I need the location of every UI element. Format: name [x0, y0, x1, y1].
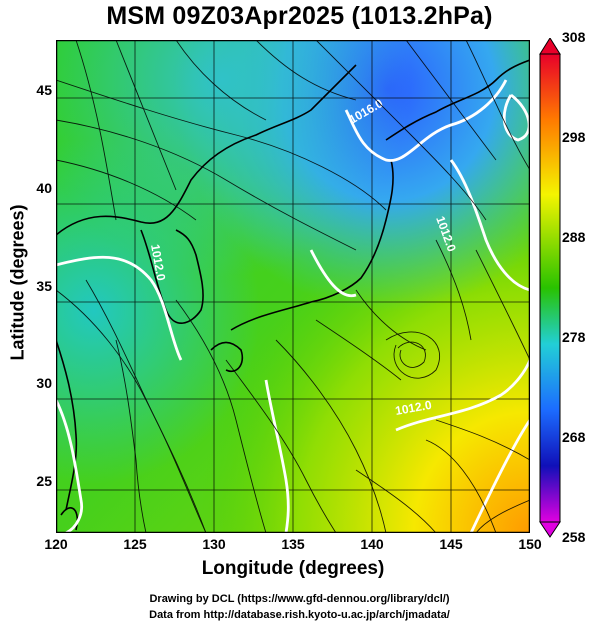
grid-lines [56, 40, 530, 533]
x-tick-label: 150 [518, 536, 542, 552]
colorbar-top-arrow [539, 38, 561, 55]
colorbar-tick-label: 308 [562, 29, 586, 45]
x-tick-label: 125 [123, 536, 147, 552]
colorbar-tick-label: 258 [562, 529, 586, 545]
colorbar [539, 38, 561, 538]
y-tick-label: 30 [36, 375, 52, 392]
colorbar-tick-label: 278 [562, 329, 586, 345]
x-tick-label: 140 [360, 536, 384, 552]
x-tick-label: 120 [44, 536, 68, 552]
y-axis-label: Latitude (degrees) [7, 204, 28, 361]
colorbar-gradient [539, 53, 561, 523]
contour-label: 1012.0 [148, 243, 168, 282]
contour-label: 1012.0 [394, 398, 433, 418]
y-tick-label: 25 [36, 473, 52, 490]
credit-drawing: Drawing by DCL (https://www.gfd-dennou.o… [149, 593, 450, 605]
coastlines [55, 59, 531, 531]
x-axis-label: Longitude (degrees) [201, 558, 385, 579]
x-tick-label: 145 [439, 536, 463, 552]
map-svg: 1016.0 1012.0 1012.0 1012.0 [54, 39, 532, 535]
colorbar-tick-label: 288 [562, 229, 586, 245]
plot-frame [55, 39, 531, 534]
chart-title: MSM 09Z03Apr2025 (1013.2hPa) [106, 2, 493, 30]
streamlines [55, 39, 531, 534]
y-tick-label: 45 [36, 81, 52, 98]
pressure-contours [54, 79, 532, 535]
x-tick-label: 130 [202, 536, 226, 552]
y-tick-label: 40 [36, 179, 52, 196]
y-tick-label: 35 [36, 277, 52, 294]
colorbar-tick-label: 268 [562, 429, 586, 445]
colorbar-bottom-arrow [539, 521, 561, 538]
x-tick-label: 135 [281, 536, 305, 552]
credit-data: Data from http://database.rish.kyoto-u.a… [149, 609, 450, 621]
map-plot-area: 1016.0 1012.0 1012.0 1012.0 [54, 39, 532, 535]
colorbar-tick-label: 298 [562, 129, 586, 145]
